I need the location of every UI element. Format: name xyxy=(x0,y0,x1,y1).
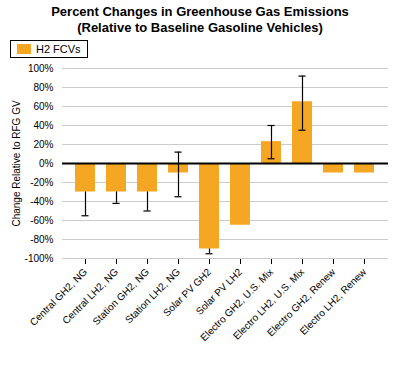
svg-text:20%: 20% xyxy=(33,139,53,150)
html-text:H2 FCVs: H2 FCVs xyxy=(36,43,81,55)
svg-text:-20%: -20% xyxy=(30,177,53,188)
svg-text:80%: 80% xyxy=(33,82,53,93)
svg-text:-40%: -40% xyxy=(30,196,53,207)
svg-text:Central GH2, NG: Central GH2, NG xyxy=(28,266,90,328)
svg-text:Electro LH2, Renew: Electro LH2, Renew xyxy=(298,266,369,337)
svg-text:Electro GH2, U.S. Mix: Electro GH2, U.S. Mix xyxy=(198,266,276,344)
svg-text:Central LH2, NG: Central LH2, NG xyxy=(60,266,120,326)
svg-text:Solar PV GH2: Solar PV GH2 xyxy=(161,266,214,319)
svg-text:Solar PV LH2: Solar PV LH2 xyxy=(193,266,245,317)
svg-text:-100%: -100% xyxy=(25,253,54,264)
svg-text:60%: 60% xyxy=(33,101,53,112)
svg-text:0%: 0% xyxy=(39,158,54,169)
svg-text:Electro GH2, Renew: Electro GH2, Renew xyxy=(264,266,338,339)
svg-text:Change Relative to RFG GV: Change Relative to RFG GV xyxy=(11,100,22,226)
html-text:Percent Changes in Greenhouse: Percent Changes in Greenhouse Gas Emissi… xyxy=(51,4,349,35)
svg-text:100%: 100% xyxy=(28,63,54,74)
svg-text:Station GH2, NG: Station GH2, NG xyxy=(90,266,151,327)
svg-text:40%: 40% xyxy=(33,120,53,131)
svg-text:Station LH2, NG: Station LH2, NG xyxy=(123,266,182,325)
svg-text:-80%: -80% xyxy=(30,234,53,245)
svg-text:-60%: -60% xyxy=(30,215,53,226)
svg-text:Electro LH2, U.S. Mix: Electro LH2, U.S. Mix xyxy=(230,266,307,342)
